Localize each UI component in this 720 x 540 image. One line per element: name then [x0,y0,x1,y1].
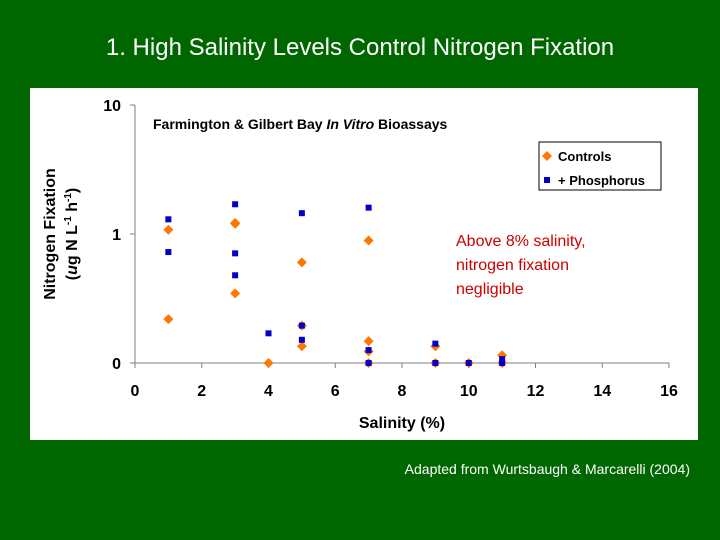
y-axis-label-line2: (ug N L-1 h-1) [63,188,81,280]
phosphorus-point [232,201,239,208]
controls-point [230,218,241,229]
controls-point [363,336,374,347]
phosphorus-point [232,250,239,257]
phosphorus-point [365,347,372,354]
y-tick-labels: 0 1 10 [103,98,135,373]
controls-point [163,224,174,235]
phosphorus-point [465,360,472,366]
controls-point [296,257,307,268]
phosphorus-point [365,360,372,366]
controls-point [363,235,374,246]
legend: Controls + Phosphorus [538,141,662,191]
controls-point [163,314,174,325]
legend-box [538,141,662,191]
x-tick-label: 4 [264,383,273,400]
x-tick-label: 10 [460,383,478,400]
y-tick-label: 10 [103,98,121,115]
annotation-line: negligible [456,281,524,298]
x-tick-label: 14 [593,383,611,400]
phosphorus-point [298,210,305,217]
controls-point [230,288,241,299]
phosphorus-point [165,249,172,256]
x-tick-label: 0 [131,383,140,400]
chart-title: Farmington & Gilbert Bay In Vitro Bioass… [153,116,448,132]
x-tick-label: 8 [398,383,407,400]
phosphorus-point [432,360,439,366]
legend-label: + Phosphorus [558,173,645,188]
y-tick-label: 0 [112,356,121,373]
chart-panel: Farmington & Gilbert Bay In Vitro Bioass… [30,88,698,440]
phosphorus-point [499,360,506,366]
x-tick-label: 12 [527,383,545,400]
slide-title: 1. High Salinity Levels Control Nitrogen… [105,34,615,61]
legend-marker-controls [542,151,552,161]
x-tick-label: 2 [197,383,206,400]
phosphorus-point [365,204,372,211]
phosphorus-point [432,340,439,347]
x-tick-label: 6 [331,383,340,400]
phosphorus-point [298,322,305,329]
phosphorus-point [265,330,272,337]
x-axis-label: Salinity (%) [359,415,445,432]
controls-point [263,358,274,368]
annotation: Above 8% salinity, nitrogen fixation negli… [456,233,586,298]
x-tick-labels: 0 2 4 6 8 10 12 14 16 [131,363,678,400]
legend-label: Controls [558,149,611,164]
phosphorus-point [232,272,239,279]
phosphorus-point [165,216,172,223]
source-credit: Adapted from Wurtsbaugh & Marcarelli (20… [404,461,690,477]
y-tick-label: 1 [112,227,121,244]
controls-point [296,341,307,352]
phosphorus-point [298,336,305,343]
data-points [163,201,508,368]
scatter-chart: Farmington & Gilbert Bay In Vitro Bioass… [42,98,678,432]
x-tick-label: 16 [660,383,678,400]
phosphorus-point [499,356,506,363]
annotation-line: Above 8% salinity, [456,233,586,250]
annotation-line: nitrogen fixation [456,257,569,274]
y-axis-label-line1: Nitrogen Fixation [42,168,59,300]
legend-marker-phosphorus [544,177,550,183]
